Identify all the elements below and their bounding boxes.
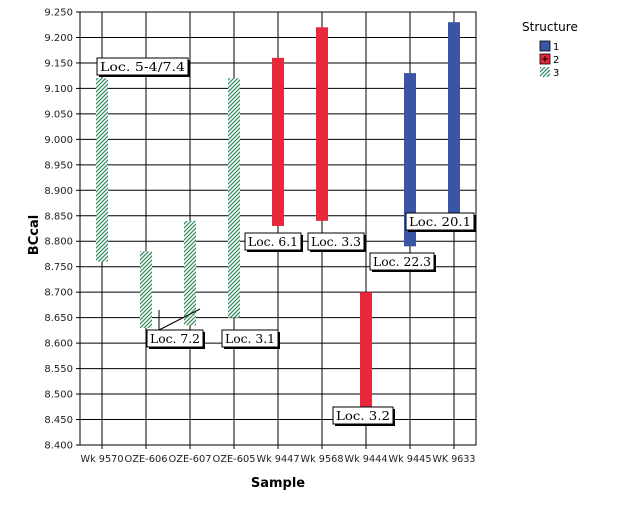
range-bar: [228, 78, 240, 318]
y-tick-label: 8.850: [44, 211, 73, 222]
range-bar: [140, 251, 152, 328]
x-tick-label: Wk 9445: [389, 454, 432, 465]
y-tick-label: 9.200: [44, 33, 73, 44]
annotation-box: [307, 232, 365, 251]
range-bar: [360, 292, 372, 410]
y-tick-label: 8.700: [44, 288, 73, 299]
range-bar: [96, 78, 108, 262]
legend-plus-mark: [542, 56, 548, 62]
annotation-label: Loc. 20.1: [409, 215, 471, 229]
x-tick-label: WK 9633: [433, 454, 476, 465]
annotation-box: [221, 329, 279, 348]
annotation-box: [244, 232, 302, 251]
range-bar: [404, 73, 416, 247]
y-axis-title: BCcal: [27, 215, 42, 255]
annotation-label: Loc. 3.2: [336, 409, 390, 423]
y-tick-label: 8.900: [44, 186, 73, 197]
y-tick-label: 8.750: [44, 262, 73, 273]
range-bar: [184, 220, 196, 326]
x-tick-label: OZE-606: [125, 454, 168, 465]
y-tick-label: 9.100: [44, 84, 73, 95]
x-tick-label: Wk 9570: [81, 454, 124, 465]
legend-label: 2: [553, 55, 559, 66]
annotation-label: Loc. 7.2: [150, 332, 200, 346]
x-tick-label: Wk 9568: [301, 454, 344, 465]
annotation-label: Loc. 5-4/7.4: [100, 60, 185, 74]
x-tick-label: Wk 9444: [345, 454, 388, 465]
legend-title: Structure: [522, 20, 578, 34]
y-tick-label: 8.400: [44, 441, 73, 452]
y-tick-label: 8.950: [44, 160, 73, 171]
y-tick-label: 9.250: [44, 8, 73, 19]
x-axis-title: Sample: [251, 476, 305, 491]
annotation-box: [96, 57, 189, 76]
x-tick-label: OZE-605: [213, 454, 256, 465]
y-tick-label: 8.500: [44, 390, 73, 401]
range-bar: [316, 27, 328, 221]
annotation-label: Loc. 3.1: [225, 332, 275, 346]
y-tick-label: 9.150: [44, 58, 73, 69]
legend-swatch: [539, 40, 551, 52]
annotations: Loc. 5-4/7.4 Loc. 7.2 Loc. 3.1 Loc. 6.1 Loc.…: [96, 57, 476, 426]
annotation-label: Loc. 22.3: [373, 255, 431, 269]
legend-label: 1: [553, 42, 559, 53]
x-tick-label: Wk 9447: [257, 454, 300, 465]
y-tick-label: 8.450: [44, 415, 73, 426]
annotation-label: Loc. 6.1: [248, 235, 298, 249]
y-tick-label: 9.050: [44, 109, 73, 120]
legend-label: 3: [553, 68, 559, 79]
annotation-box: [369, 252, 435, 271]
y-tick-label: 8.550: [44, 364, 73, 375]
annotation-box: [405, 212, 475, 231]
y-tick-label: 9.000: [44, 135, 73, 146]
bars: [96, 22, 460, 410]
leader-line: [158, 308, 201, 331]
y-tick-label: 8.600: [44, 339, 73, 350]
y-tick-label: 8.800: [44, 237, 73, 248]
range-bar: [448, 22, 460, 216]
axes: 9.250 9.200 9.150 9.100 9.050 9.000 8.950 8.900…: [44, 8, 475, 466]
x-tick-label: OZE-607: [169, 454, 212, 465]
y-tick-label: 8.650: [44, 313, 73, 324]
annotation-box: [146, 329, 204, 348]
annotation-box: [332, 406, 394, 425]
range-bar: [272, 57, 284, 226]
legend-swatch: [540, 67, 550, 77]
legend: Structure 1 2 3: [522, 20, 578, 79]
annotation-label: Loc. 3.3: [311, 235, 361, 249]
